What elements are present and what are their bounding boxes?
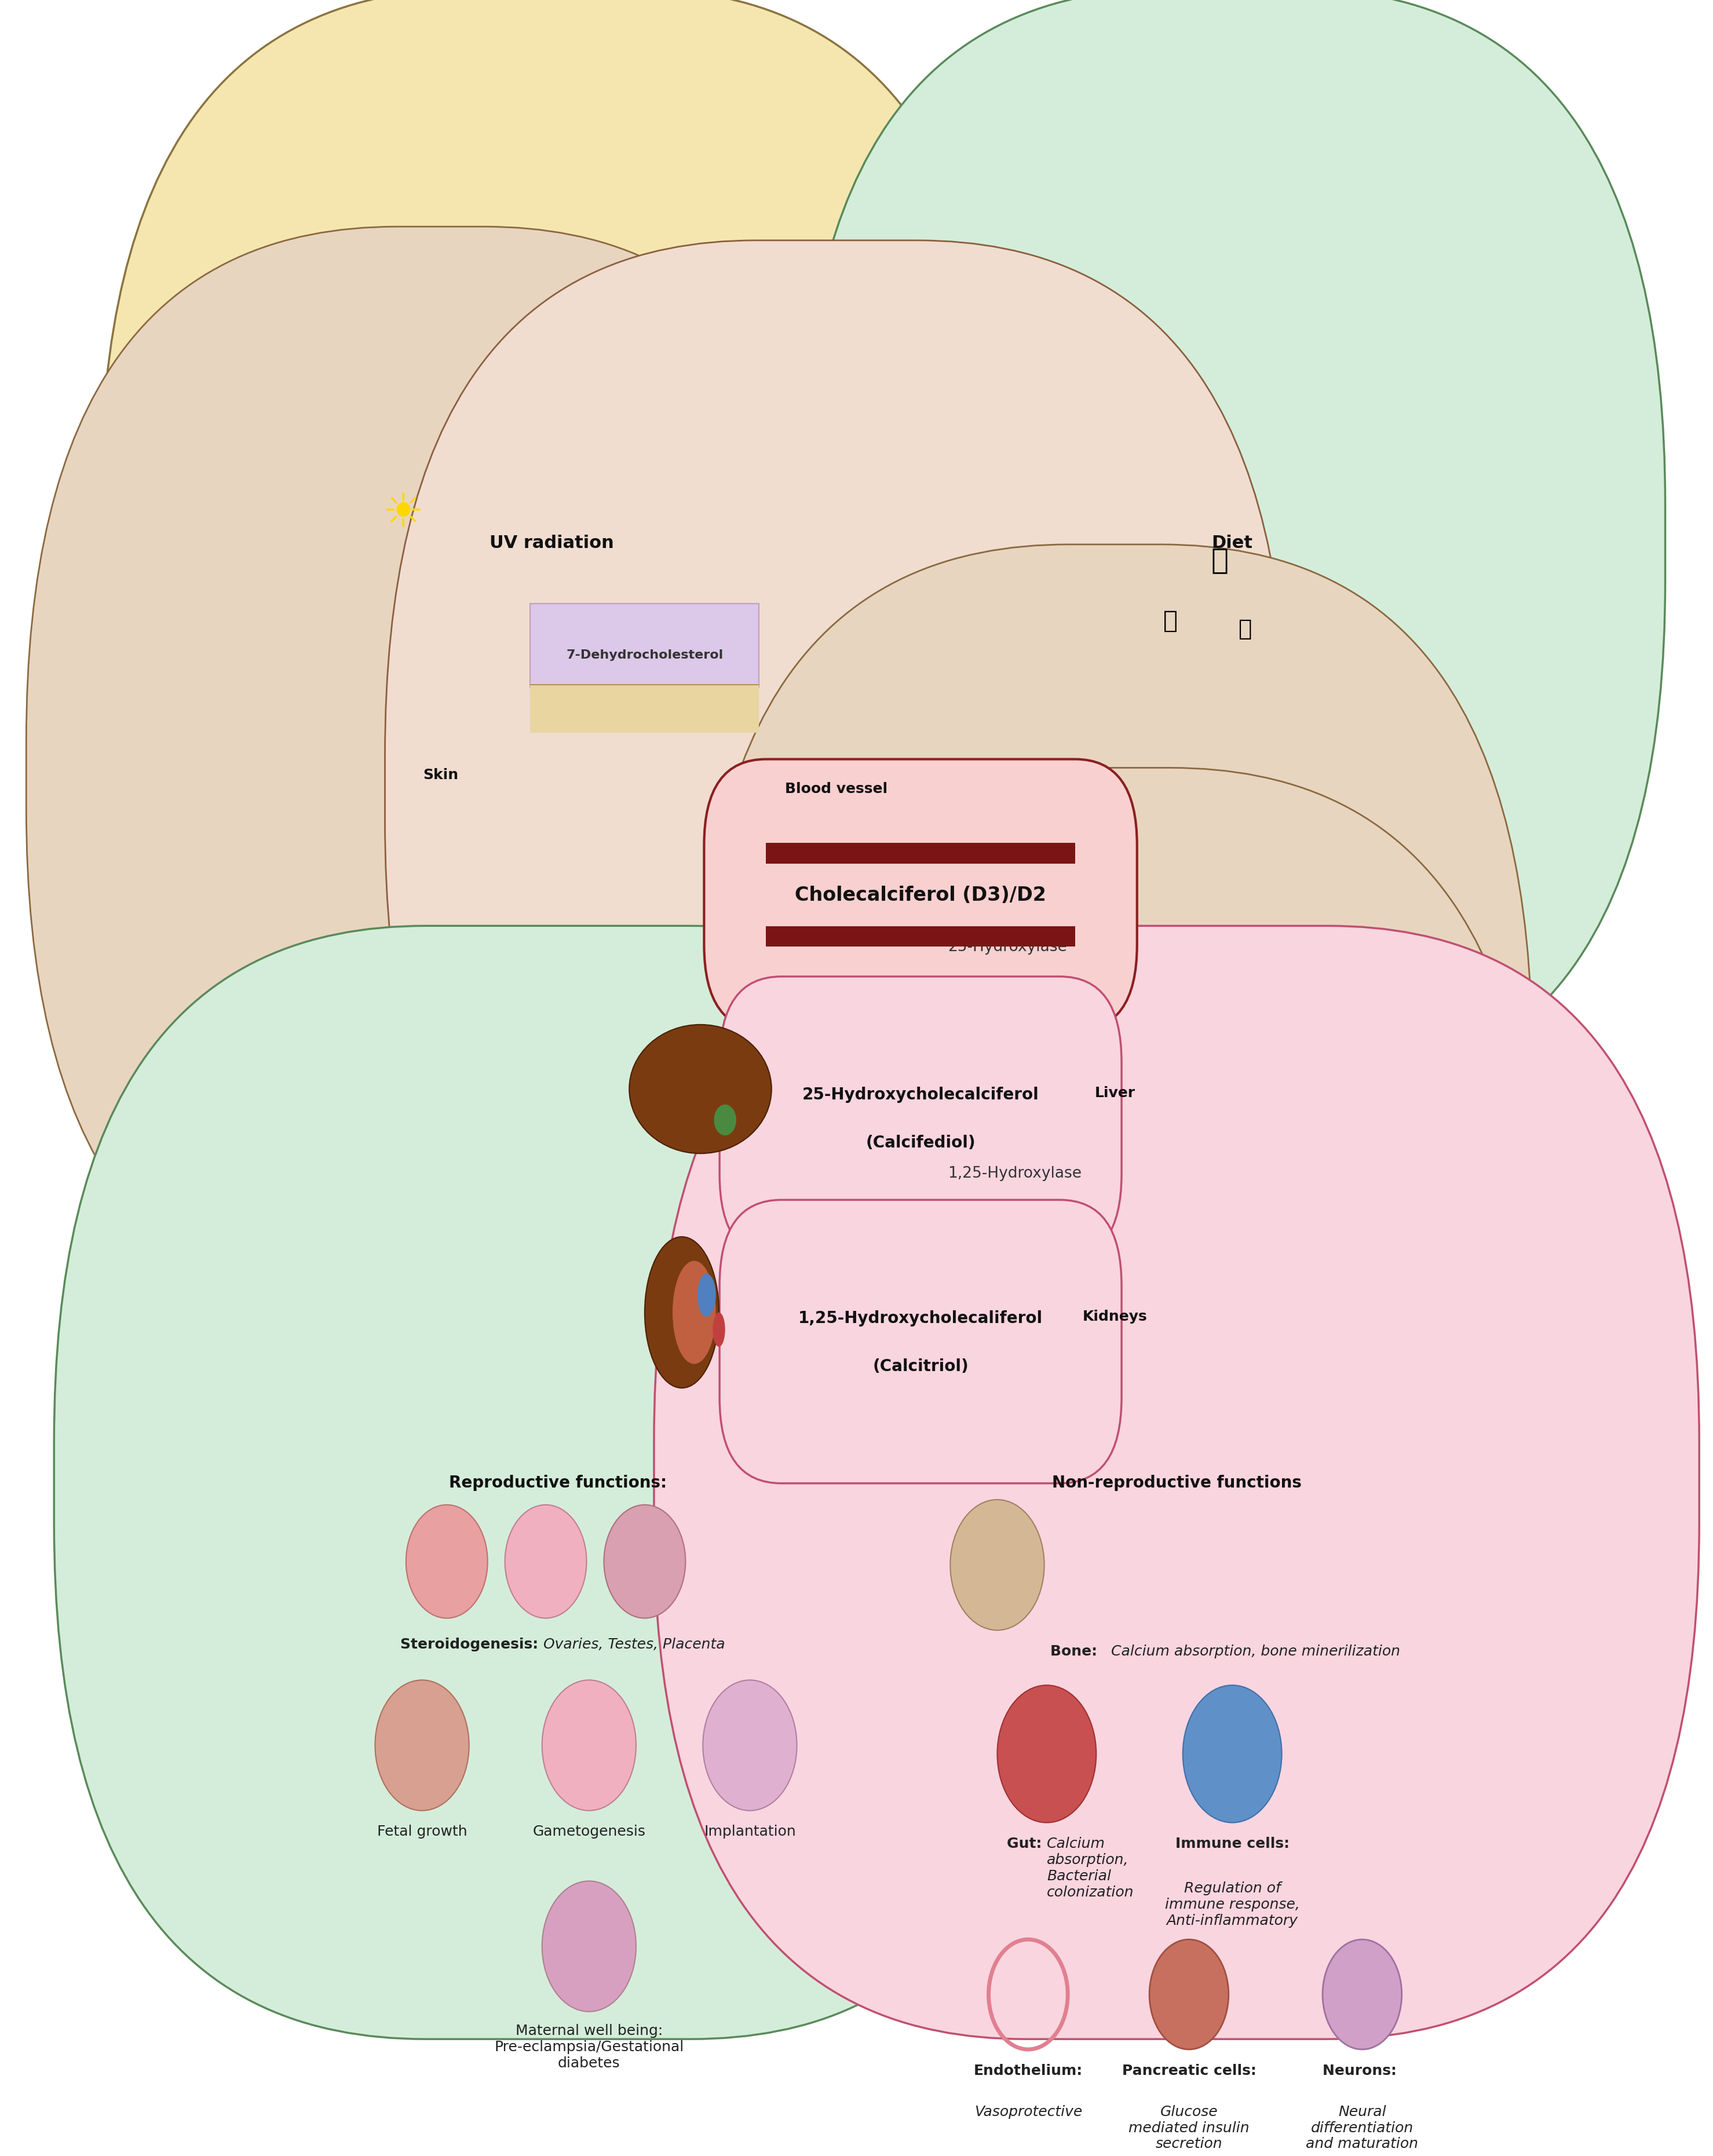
FancyBboxPatch shape: [55, 927, 1062, 2040]
Circle shape: [541, 1880, 636, 2012]
Text: 1,25-Hydroxycholecaliferol: 1,25-Hydroxycholecaliferol: [798, 1309, 1043, 1326]
Text: Steroidogenesis:: Steroidogenesis:: [401, 1636, 543, 1651]
FancyBboxPatch shape: [531, 604, 759, 688]
Text: 7-Dehydrocholesterol: 7-Dehydrocholesterol: [565, 649, 723, 660]
Circle shape: [702, 1680, 797, 1811]
FancyBboxPatch shape: [800, 0, 1665, 1097]
Text: Kidneys: Kidneys: [1083, 1309, 1148, 1324]
Text: UV radiation: UV radiation: [490, 535, 615, 552]
Text: Regulation of
immune response,
Anti-inflammatory: Regulation of immune response, Anti-infl…: [1165, 1880, 1300, 1927]
Text: Vasoprotective: Vasoprotective: [975, 2104, 1083, 2119]
FancyBboxPatch shape: [704, 759, 1137, 1031]
Text: Implantation: Implantation: [704, 1824, 797, 1839]
Text: Gut:: Gut:: [1007, 1837, 1047, 1850]
Text: Immune cells:: Immune cells:: [1175, 1837, 1290, 1867]
Text: Cholecalciferol (D3)/D2: Cholecalciferol (D3)/D2: [795, 886, 1047, 906]
Text: Calcium
absorption,
Bacterial
colonization: Calcium absorption, Bacterial colonizati…: [1047, 1837, 1134, 1899]
Text: (Calcitriol): (Calcitriol): [872, 1358, 968, 1373]
FancyBboxPatch shape: [26, 226, 855, 1324]
Text: Neurons:: Neurons:: [1322, 2063, 1401, 2076]
FancyBboxPatch shape: [385, 241, 1288, 1337]
Ellipse shape: [629, 1024, 771, 1153]
Text: 🍄: 🍄: [1238, 619, 1252, 640]
FancyBboxPatch shape: [697, 545, 1531, 1641]
Text: Calcium absorption, bone minerilization: Calcium absorption, bone minerilization: [1112, 1645, 1400, 1658]
Circle shape: [605, 1505, 685, 1619]
Circle shape: [375, 1680, 469, 1811]
Text: Non-reproductive functions: Non-reproductive functions: [1052, 1475, 1302, 1490]
FancyBboxPatch shape: [766, 843, 1076, 865]
Text: (Calcifediol): (Calcifediol): [865, 1134, 975, 1151]
FancyBboxPatch shape: [766, 927, 1076, 946]
Circle shape: [406, 1505, 488, 1619]
Text: Liver: Liver: [1095, 1087, 1136, 1100]
Text: Reproductive functions:: Reproductive functions:: [449, 1475, 666, 1490]
Text: Skin: Skin: [423, 768, 459, 783]
Circle shape: [951, 1501, 1045, 1630]
Text: 🥛: 🥛: [1163, 608, 1177, 632]
Circle shape: [541, 1680, 636, 1811]
FancyBboxPatch shape: [654, 927, 1699, 2040]
Ellipse shape: [713, 1313, 725, 1348]
FancyBboxPatch shape: [101, 0, 1004, 1097]
Text: Blood vessel: Blood vessel: [785, 783, 887, 796]
FancyBboxPatch shape: [719, 977, 1122, 1261]
Ellipse shape: [697, 1274, 716, 1317]
Text: Glucose
mediated insulin
secretion: Glucose mediated insulin secretion: [1129, 2104, 1249, 2150]
Text: Diet: Diet: [1211, 535, 1252, 552]
Text: Bone:: Bone:: [1050, 1645, 1103, 1658]
Circle shape: [1182, 1686, 1281, 1822]
Circle shape: [1322, 1940, 1401, 2050]
Text: Ovaries, Testes, Placenta: Ovaries, Testes, Placenta: [543, 1636, 725, 1651]
Circle shape: [1149, 1940, 1228, 2050]
FancyBboxPatch shape: [719, 1201, 1122, 1483]
Ellipse shape: [644, 1238, 719, 1388]
Text: ☀️: ☀️: [382, 492, 425, 537]
Circle shape: [505, 1505, 586, 1619]
Text: Fetal growth: Fetal growth: [377, 1824, 468, 1839]
Text: Neural
differentiation
and maturation: Neural differentiation and maturation: [1305, 2104, 1418, 2150]
Ellipse shape: [714, 1104, 737, 1136]
Text: 25-Hydroxycholecalciferol: 25-Hydroxycholecalciferol: [802, 1087, 1040, 1102]
Text: Pancreatic cells:: Pancreatic cells:: [1122, 2063, 1256, 2093]
Ellipse shape: [673, 1261, 716, 1365]
Text: 25-Hydroxylase: 25-Hydroxylase: [947, 940, 1067, 955]
Text: Gametogenesis: Gametogenesis: [533, 1824, 646, 1839]
Text: Maternal well being:
Pre-eclampsia/Gestational
diabetes: Maternal well being: Pre-eclampsia/Gesta…: [495, 2024, 683, 2070]
FancyBboxPatch shape: [531, 683, 759, 733]
FancyBboxPatch shape: [689, 768, 1542, 1865]
Text: 🐟: 🐟: [1211, 545, 1228, 573]
Text: Endothelium:: Endothelium:: [973, 2063, 1083, 2093]
Circle shape: [997, 1686, 1096, 1822]
Text: 1,25-Hydroxylase: 1,25-Hydroxylase: [947, 1166, 1081, 1181]
